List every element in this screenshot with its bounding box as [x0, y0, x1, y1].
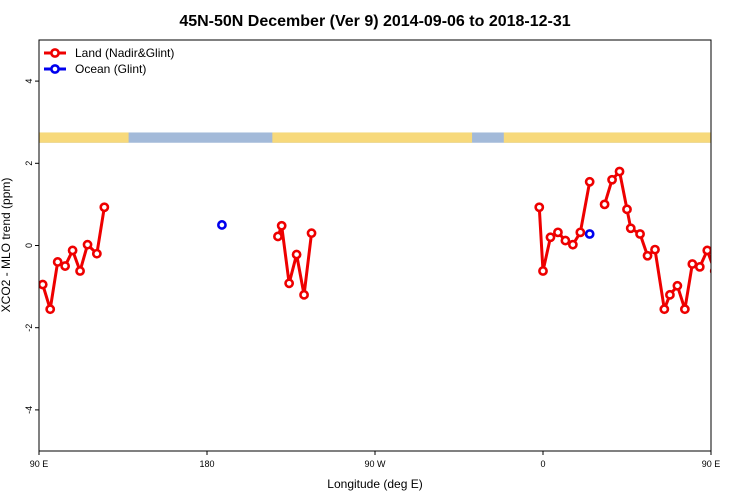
data-point [567, 239, 578, 250]
data-point [635, 229, 645, 239]
y-tick-label: -4 [24, 406, 34, 414]
data-point [650, 244, 660, 255]
data-point [67, 245, 78, 256]
data-point [284, 278, 295, 289]
data-point [607, 174, 617, 185]
data-point [75, 266, 85, 276]
x-tick-label: 0 [540, 459, 545, 469]
map-strip [39, 132, 711, 143]
x-axis-label: Longitude (deg E) [327, 477, 422, 491]
data-point [672, 280, 683, 291]
data-point [291, 249, 302, 260]
legend-label: Ocean (Glint) [75, 62, 146, 76]
data-point [534, 202, 545, 213]
data-point [273, 231, 283, 242]
chart-title: 45N-50N December (Ver 9) 2014-09-06 to 2… [179, 13, 570, 30]
data-point [99, 202, 110, 213]
x-axis: 90 E 180 90 W 0 90 E [30, 451, 721, 469]
data-point [659, 304, 670, 315]
y-tick-label: 4 [24, 79, 34, 84]
data-point [642, 250, 653, 261]
series-2 [217, 220, 595, 239]
data-point [599, 199, 610, 210]
y-tick-label: -2 [24, 324, 34, 332]
data-point [553, 227, 563, 238]
data-point [82, 239, 93, 250]
map-strip-land [39, 132, 129, 143]
data-point [665, 289, 675, 300]
data-point [299, 289, 309, 300]
data-point [679, 304, 690, 315]
data-point [45, 304, 56, 315]
data-point [575, 227, 586, 238]
x-tick-label: 90 E [702, 459, 721, 469]
y-axis-label: XCO2 - MLO trend (ppm) [0, 178, 13, 313]
data-point [625, 223, 636, 234]
map-strip-land [503, 132, 711, 143]
data-point [622, 204, 632, 215]
data-point [39, 279, 48, 290]
data-point [560, 235, 571, 246]
data-point [52, 257, 63, 267]
data-point [538, 266, 548, 276]
x-tick-label: 90 W [364, 459, 386, 469]
legend-marker [50, 48, 60, 58]
data-point [91, 248, 102, 259]
x-tick-label: 180 [199, 459, 214, 469]
data-point [276, 220, 287, 231]
data-point [584, 229, 595, 239]
data-point [60, 261, 71, 271]
data-point [217, 220, 227, 230]
map-strip-land [272, 132, 473, 143]
data-point [702, 245, 711, 256]
legend: Land (Nadir&Glint) Ocean (Glint) [44, 46, 174, 76]
data-point [614, 166, 625, 177]
y-tick-label: 0 [24, 243, 34, 248]
legend-label: Land (Nadir&Glint) [75, 46, 174, 60]
x-tick-label: 90 E [30, 459, 49, 469]
data-point [584, 176, 595, 187]
data-point [545, 232, 556, 243]
data-point [687, 259, 698, 269]
legend-marker [50, 64, 60, 74]
data-layer [39, 166, 711, 315]
data-point [306, 228, 317, 239]
series-1 [39, 166, 711, 315]
y-axis: -4 -2 0 2 4 [24, 79, 39, 414]
y-tick-label: 2 [24, 161, 34, 166]
data-point [694, 261, 705, 272]
